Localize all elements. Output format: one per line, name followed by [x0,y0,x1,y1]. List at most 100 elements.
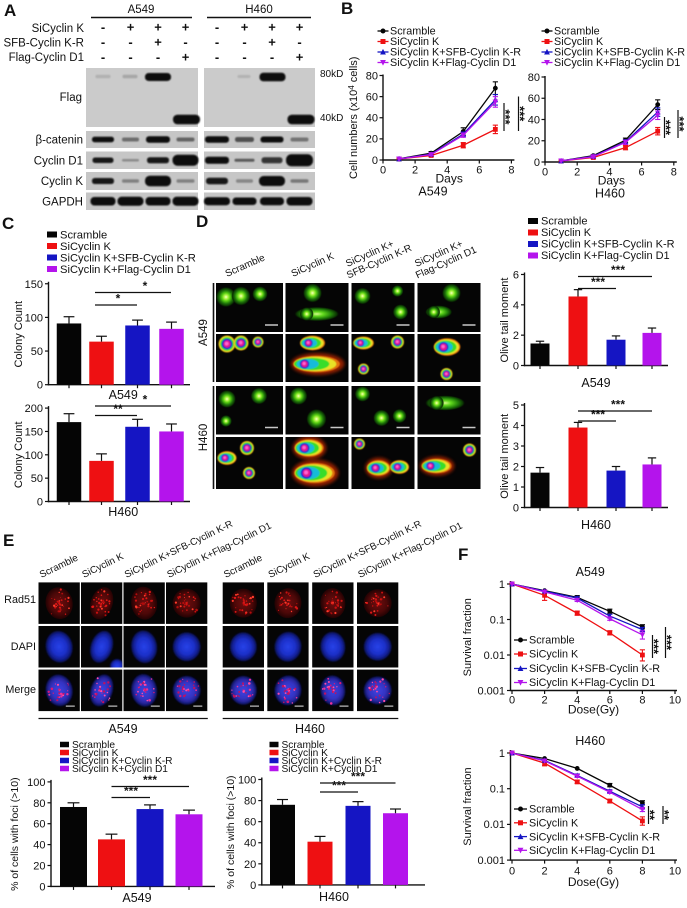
svg-text:-: - [101,35,105,50]
svg-text:C: C [2,214,14,233]
svg-text:Cyclin D1: Cyclin D1 [34,155,83,167]
svg-text:1: 1 [513,482,519,494]
svg-text:SiCyclin K: SiCyclin K [72,748,119,759]
svg-text:5: 5 [513,400,519,412]
svg-text:0: 0 [509,695,515,707]
svg-text:***: *** [591,408,605,422]
svg-text:Survival fraction: Survival fraction [462,767,474,845]
svg-text:8: 8 [671,167,677,179]
svg-text:40: 40 [528,114,540,126]
svg-text:4: 4 [444,165,450,177]
svg-text:DAPI: DAPI [11,641,36,653]
svg-text:SiCyclin K+SFB-Cyclin K-R: SiCyclin K+SFB-Cyclin K-R [554,47,685,59]
svg-text:Flag: Flag [60,92,82,104]
svg-text:SiCyclin K+Flag-Cyclin D1: SiCyclin K+Flag-Cyclin D1 [554,57,680,69]
svg-text:-: - [101,50,105,65]
svg-text:**: ** [657,810,672,821]
svg-text:-: - [128,50,132,65]
svg-text:0: 0 [380,165,386,177]
svg-text:***: *** [591,275,605,289]
svg-text:A: A [4,1,16,20]
svg-text:2: 2 [513,462,519,474]
svg-text:+: + [182,50,190,65]
svg-text:150: 150 [25,279,43,291]
svg-text:0: 0 [534,157,540,169]
svg-text:8: 8 [508,165,514,177]
svg-text:80: 80 [366,70,378,82]
svg-text:***: *** [512,106,527,122]
svg-text:4: 4 [574,695,580,707]
svg-text:+: + [182,20,190,35]
svg-text:Flag-Cyclin D1: Flag-Cyclin D1 [9,52,84,64]
svg-text:β-catenin: β-catenin [35,135,83,147]
svg-text:-: - [215,35,219,50]
svg-text:-: - [215,50,219,65]
svg-text:1: 1 [499,748,505,760]
svg-text:100: 100 [27,777,45,789]
svg-text:60: 60 [366,91,378,103]
svg-text:SiCyclin K+Cyclin D1: SiCyclin K+Cyclin D1 [282,764,378,775]
svg-text:***: *** [658,120,673,136]
svg-text:80: 80 [528,72,540,84]
svg-text:A549: A549 [581,376,610,390]
svg-text:Days: Days [598,174,625,188]
svg-text:-: - [101,20,105,35]
svg-text:SiCyclin K+Cyclin K-R: SiCyclin K+Cyclin K-R [72,756,172,767]
svg-text:150: 150 [25,426,43,438]
svg-text:+: + [296,20,304,35]
svg-text:0.1: 0.1 [490,614,505,626]
svg-text:H460: H460 [319,890,349,904]
svg-text:2: 2 [513,330,519,342]
svg-text:+: + [154,20,162,35]
svg-text:SiCyclin K: SiCyclin K [529,818,579,830]
svg-text:% of cells with foci (>10): % of cells with foci (>10) [9,777,21,891]
svg-text:3: 3 [513,441,519,453]
svg-text:F: F [458,545,468,564]
svg-text:% of cells with foci (>10): % of cells with foci (>10) [225,775,237,889]
svg-text:4: 4 [513,421,519,433]
svg-text:60: 60 [528,93,540,105]
svg-text:100: 100 [25,450,43,462]
svg-text:Scramble: Scramble [282,740,325,751]
svg-text:+: + [154,35,162,50]
svg-text:50: 50 [31,473,43,485]
svg-text:A549: A549 [418,185,447,199]
svg-text:0.01: 0.01 [484,650,505,662]
svg-text:0: 0 [513,503,519,515]
svg-text:6: 6 [607,866,613,878]
svg-text:6: 6 [639,167,645,179]
svg-text:***: *** [124,784,138,798]
svg-text:50: 50 [31,346,43,358]
svg-text:*: * [143,393,148,407]
svg-text:SiCyclin K+SFB-Cyclin K-R: SiCyclin K+SFB-Cyclin K-R [60,252,196,264]
svg-text:10: 10 [669,866,681,878]
svg-text:***: *** [351,770,365,784]
svg-text:Colony Count: Colony Count [13,421,25,488]
svg-text:E: E [3,531,14,550]
svg-text:H460: H460 [595,187,625,201]
svg-text:Scramble: Scramble [38,552,81,580]
svg-text:0: 0 [372,155,378,167]
svg-text:SiCyclin K+Flag-Cyclin D1: SiCyclin K+Flag-Cyclin D1 [529,845,655,857]
svg-text:SiCyclin K: SiCyclin K [60,241,112,253]
svg-text:*: * [143,279,148,293]
svg-text:2: 2 [542,695,548,707]
svg-text:+: + [268,20,276,35]
svg-text:SiCyclin K+Flag-Cyclin D1: SiCyclin K+Flag-Cyclin D1 [529,677,655,689]
svg-text:Survival fraction: Survival fraction [462,598,474,676]
svg-text:Rad51: Rad51 [4,594,36,606]
svg-text:0.001: 0.001 [477,855,505,867]
svg-text:40: 40 [244,838,256,850]
svg-text:10: 10 [669,695,681,707]
svg-text:SiCyclin K: SiCyclin K [32,23,85,35]
svg-text:40: 40 [366,113,378,125]
svg-text:***: *** [672,116,687,132]
svg-text:GAPDH: GAPDH [42,196,83,208]
svg-text:Cyclin K: Cyclin K [41,176,84,188]
svg-text:SFB-Cyclin K-R: SFB-Cyclin K-R [3,38,84,50]
svg-text:SiCyclin K+SFB-Cyclin K-R: SiCyclin K+SFB-Cyclin K-R [529,831,660,843]
svg-text:Dose(Gy): Dose(Gy) [568,875,619,889]
svg-text:6: 6 [607,695,613,707]
svg-text:Scramble: Scramble [554,26,600,38]
svg-text:+: + [127,20,135,35]
